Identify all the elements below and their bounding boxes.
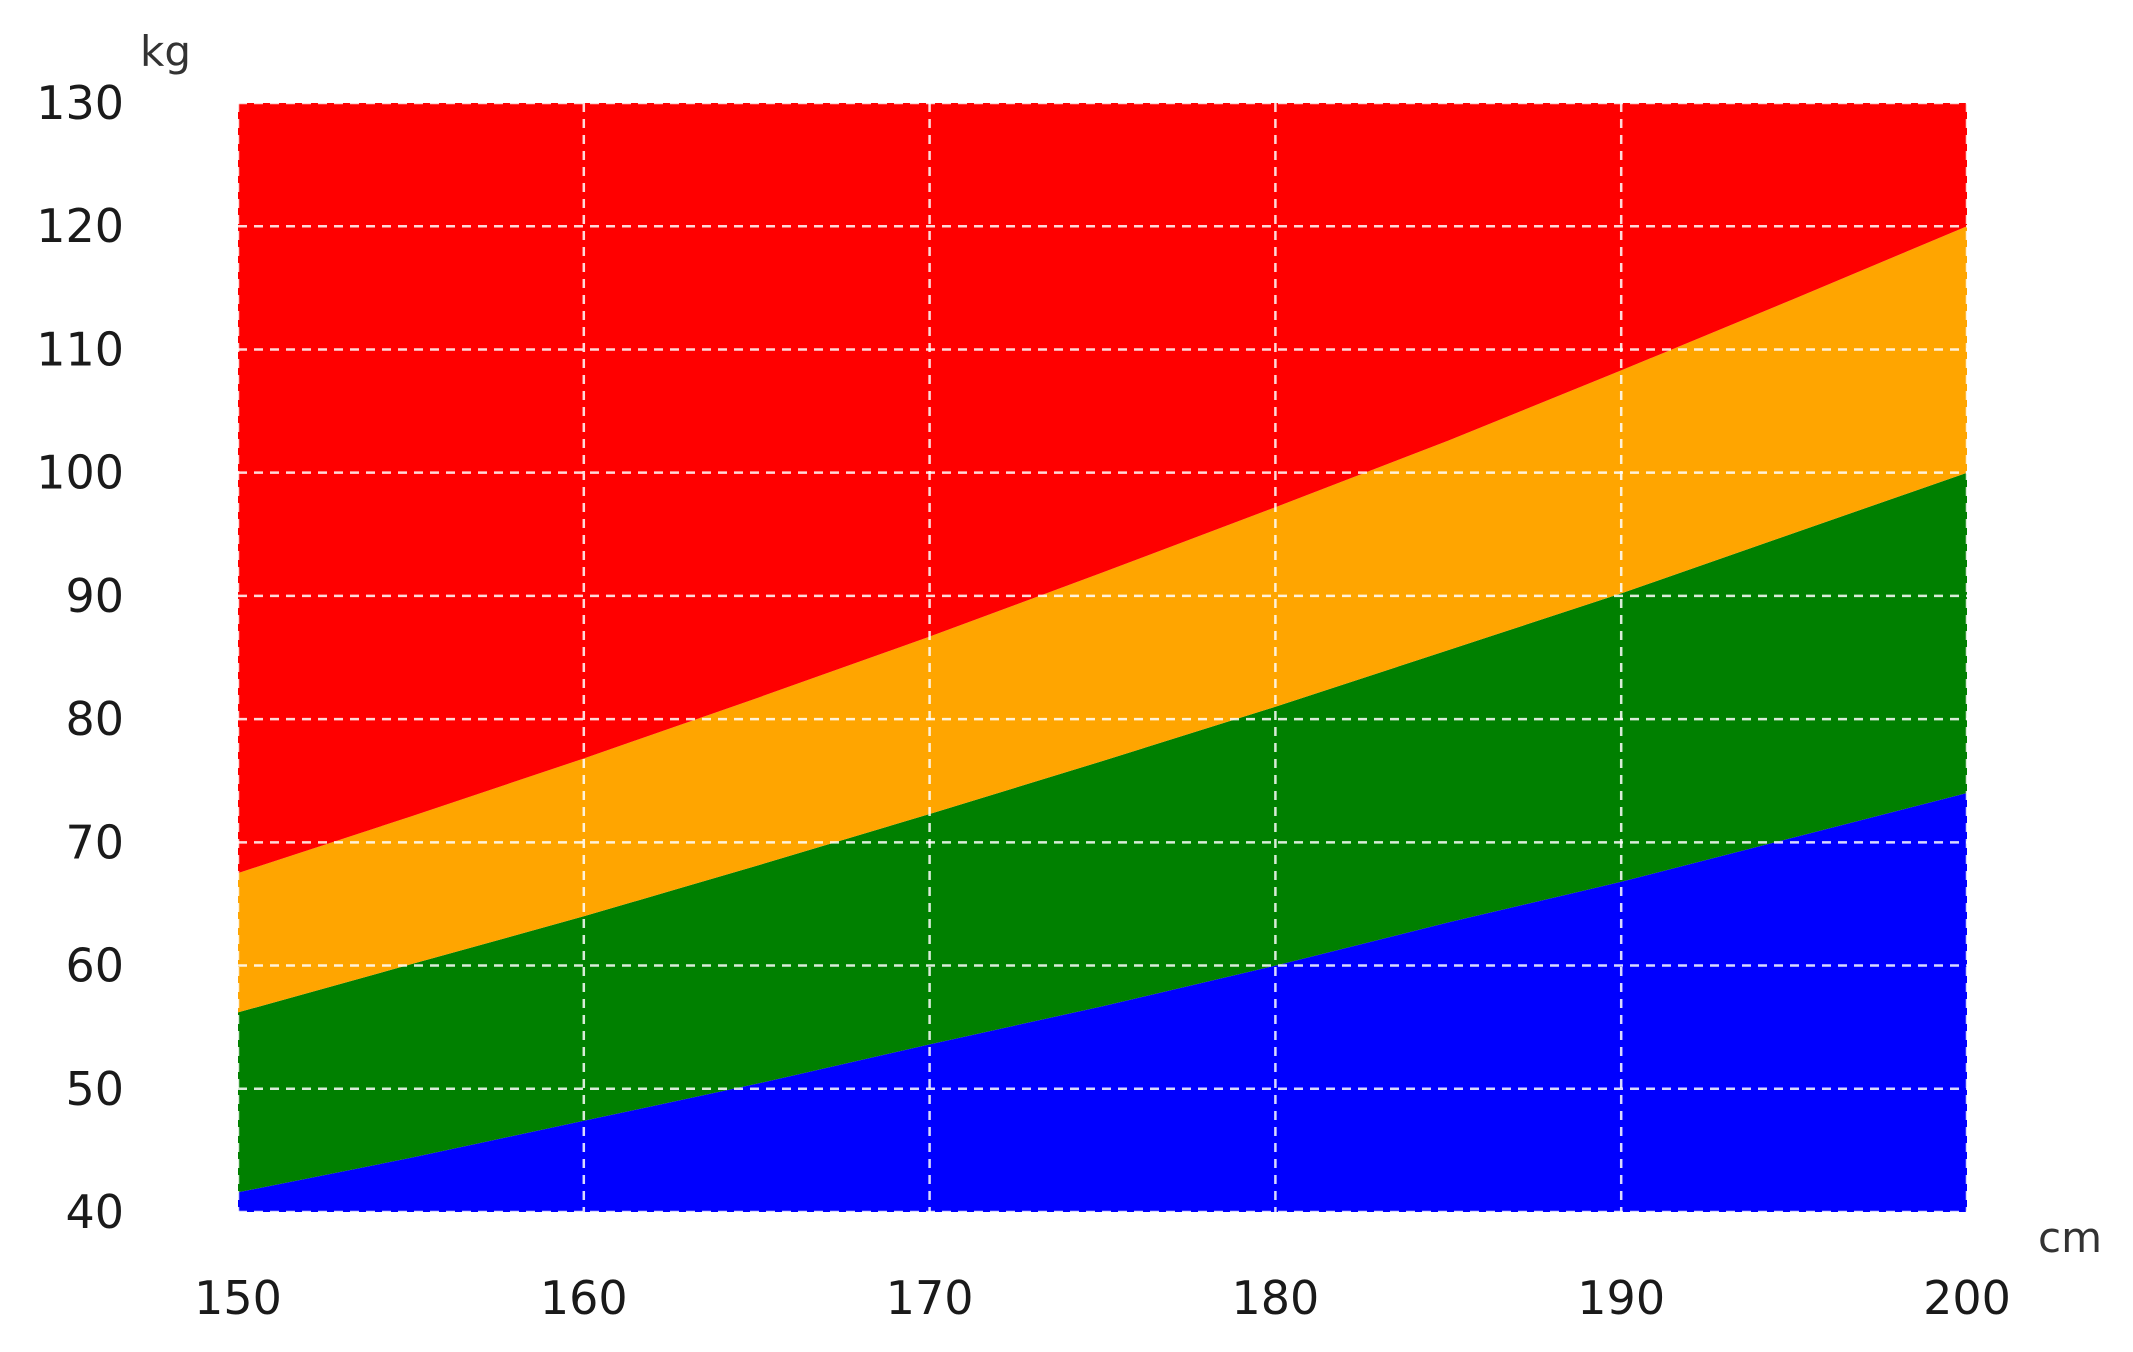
grid-layer bbox=[236, 101, 1969, 1214]
x-tick-label: 170 bbox=[886, 1271, 974, 1325]
bands-layer bbox=[238, 103, 1967, 1212]
y-axis-label: kg bbox=[140, 27, 191, 76]
x-tick-label: 200 bbox=[1923, 1271, 2011, 1325]
x-tick-label: 160 bbox=[540, 1271, 628, 1325]
area-band-3 bbox=[238, 103, 1967, 874]
y-tick-label: 40 bbox=[65, 1185, 124, 1239]
x-tick-labels: 150 160 170 180 190 200 bbox=[194, 1271, 2011, 1325]
x-tick-label: 190 bbox=[1577, 1271, 1665, 1325]
y-tick-label: 90 bbox=[65, 569, 124, 623]
x-tick-label: 180 bbox=[1231, 1271, 1319, 1325]
y-tick-label: 120 bbox=[36, 199, 124, 253]
x-axis-label: cm bbox=[2038, 1213, 2102, 1262]
x-tick-label: 150 bbox=[194, 1271, 282, 1325]
y-tick-label: 60 bbox=[65, 939, 124, 993]
y-tick-label: 110 bbox=[36, 322, 124, 376]
y-tick-labels: 40 50 60 70 80 90 100 110 120 130 bbox=[36, 76, 124, 1239]
y-tick-label: 100 bbox=[36, 446, 124, 500]
area-band-0 bbox=[238, 793, 1967, 1212]
y-tick-label: 130 bbox=[36, 76, 124, 130]
y-tick-label: 70 bbox=[65, 815, 124, 869]
y-tick-label: 80 bbox=[65, 692, 124, 746]
y-tick-label: 50 bbox=[65, 1062, 124, 1116]
area-band-2 bbox=[238, 226, 1967, 1013]
area-band-1 bbox=[238, 472, 1967, 1193]
